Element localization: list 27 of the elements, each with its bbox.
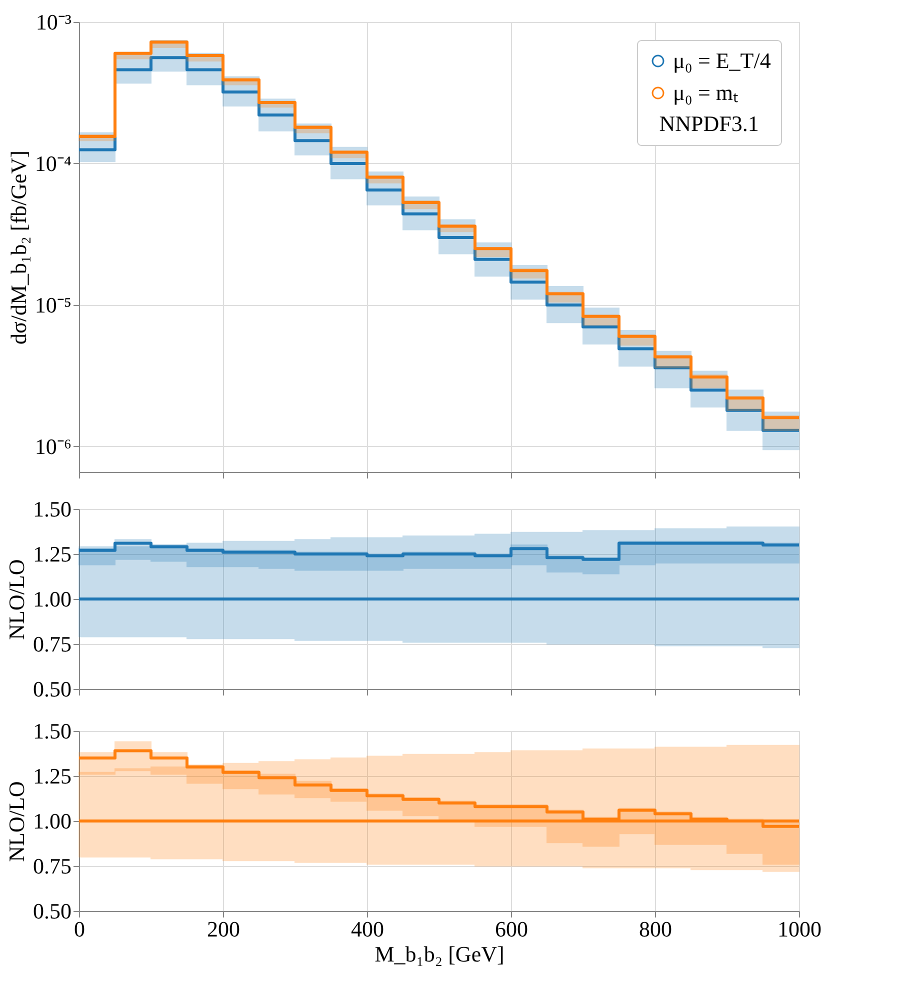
- y-axis-title: NLO/LO: [4, 559, 29, 640]
- y-tick-label: 1.50: [33, 496, 72, 522]
- y-tick-label: 10⁻⁴: [34, 150, 72, 176]
- y-tick-label: 0.75: [33, 632, 72, 656]
- y-tick-label: 1.50: [33, 718, 72, 744]
- y-tick-label: 10⁻⁵: [34, 292, 72, 318]
- x-tick-label: 200: [207, 916, 240, 942]
- y-axis-title: NLO/LO: [4, 781, 29, 862]
- y-tick-label: 1.00: [33, 808, 72, 834]
- y-tick-label: 0.50: [33, 676, 72, 702]
- y-tick-label: 1.25: [33, 764, 72, 788]
- y-tick-label: 10⁻³: [36, 10, 72, 34]
- y-tick-label: 10⁻⁶: [34, 434, 72, 459]
- x-tick-label: 400: [351, 916, 384, 942]
- legend-title: NNPDF3.1: [659, 111, 759, 136]
- legend-label: μ₀ = mₜ: [673, 80, 738, 105]
- legend-label: μ₀ = E_T/4: [673, 48, 771, 73]
- y-axis-title: dσ/dM_b₁b₂ [fb/GeV]: [6, 150, 31, 345]
- y-tick-label: 0.75: [33, 854, 72, 878]
- x-tick-label: 1000: [778, 916, 822, 942]
- x-axis-title: M_b₁b₂ [GeV]: [374, 942, 504, 966]
- y-tick-label: 1.00: [33, 586, 72, 612]
- y-tick-label: 1.25: [33, 542, 72, 566]
- y-tick-label: 0.50: [33, 898, 72, 924]
- x-tick-label: 600: [495, 916, 528, 942]
- x-tick-label: 800: [639, 916, 672, 942]
- x-tick-label: 0: [74, 916, 85, 942]
